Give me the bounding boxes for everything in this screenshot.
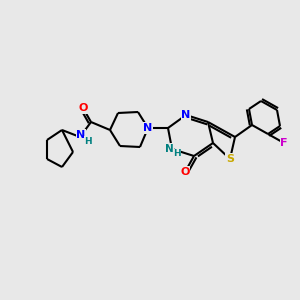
Text: O: O	[78, 103, 88, 113]
Text: N: N	[165, 144, 173, 154]
Text: N: N	[76, 130, 85, 140]
Text: S: S	[226, 154, 234, 164]
Text: N: N	[143, 123, 153, 133]
Text: F: F	[280, 138, 288, 148]
Text: N: N	[182, 110, 190, 120]
Text: O: O	[180, 167, 190, 177]
Text: H: H	[84, 136, 92, 146]
Text: H: H	[173, 149, 181, 158]
